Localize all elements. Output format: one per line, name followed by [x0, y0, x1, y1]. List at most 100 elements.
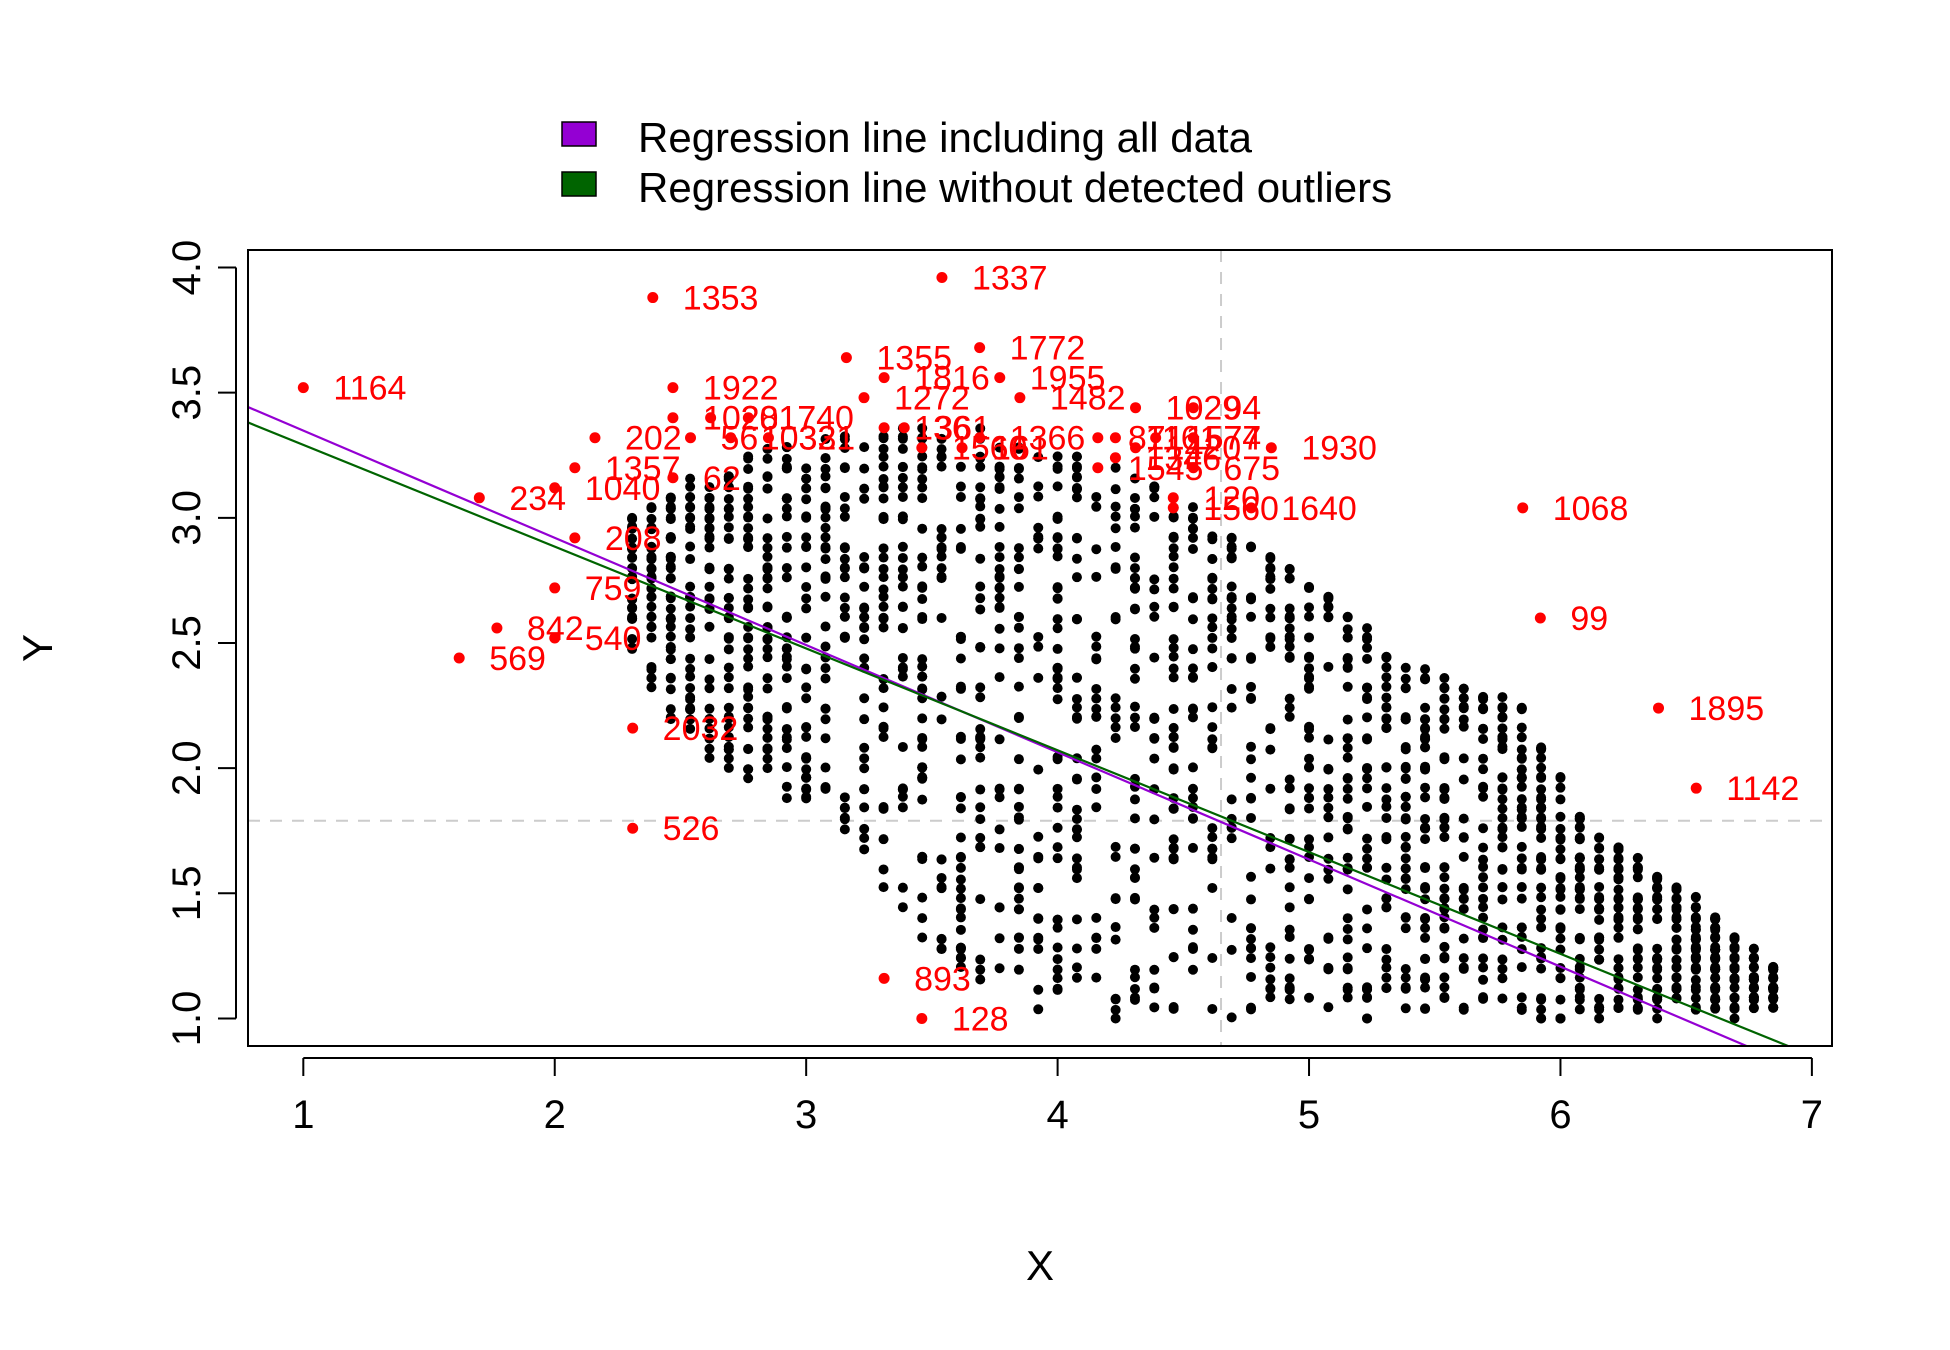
inlier-point [1284, 854, 1295, 865]
inlier-point [1516, 882, 1527, 893]
inlier-point [917, 552, 928, 563]
inlier-point [1323, 963, 1334, 974]
inlier-point [975, 954, 986, 965]
inlier-point [1033, 764, 1044, 775]
inlier-point [859, 693, 870, 704]
inlier-point [1033, 522, 1044, 533]
outlier-label: 321 [798, 420, 855, 458]
inlier-point [1284, 862, 1295, 873]
inlier-point [1246, 541, 1257, 552]
inlier-point [723, 481, 734, 492]
inlier-point [1555, 994, 1566, 1005]
inlier-point [1381, 902, 1392, 913]
inlier-point [878, 732, 889, 743]
inlier-point [1110, 612, 1121, 623]
inlier-point [1555, 772, 1566, 783]
inlier-point [1574, 861, 1585, 872]
inlier-point [1207, 531, 1218, 542]
inlier-point [1439, 714, 1450, 725]
inlier-point [1323, 812, 1334, 823]
inlier-point [1129, 522, 1140, 533]
inlier-point [723, 564, 734, 575]
inlier-point [878, 612, 889, 623]
inlier-point [859, 742, 870, 753]
inlier-point [1613, 922, 1624, 933]
inlier-point [1342, 793, 1353, 804]
inlier-point [1246, 942, 1257, 953]
inlier-point [1265, 942, 1276, 953]
inlier-point [1207, 1003, 1218, 1014]
inlier-point [975, 642, 986, 653]
inlier-point [1516, 772, 1527, 783]
inlier-point [1594, 1013, 1605, 1024]
inlier-point [1110, 934, 1121, 945]
inlier-point [665, 644, 676, 655]
inlier-point [878, 702, 889, 713]
inlier-point [1632, 972, 1643, 983]
outlier-label: 1772 [1010, 330, 1086, 368]
inlier-point [1265, 783, 1276, 794]
inlier-point [859, 442, 870, 453]
inlier-point [1207, 702, 1218, 713]
outlier-point [1653, 702, 1665, 714]
inlier-point [1748, 961, 1759, 972]
inlier-point [1420, 664, 1431, 675]
inlier-point [994, 792, 1005, 803]
inlier-point [1013, 643, 1024, 654]
outlier-label: 1895 [1689, 690, 1765, 728]
inlier-point [1613, 894, 1624, 905]
inlier-point [1284, 833, 1295, 844]
inlier-point [1516, 732, 1527, 743]
inlier-point [1613, 872, 1624, 883]
inlier-point [839, 611, 850, 622]
inlier-point [1168, 1003, 1179, 1014]
inlier-point [1071, 853, 1082, 864]
inlier-point [955, 924, 966, 935]
inlier-point [1052, 853, 1063, 864]
inlier-point [743, 451, 754, 462]
inlier-point [1149, 982, 1160, 993]
inlier-point [1323, 932, 1334, 943]
inlier-point [801, 483, 812, 494]
inlier-point [975, 482, 986, 493]
outlier-point [1150, 432, 1162, 444]
inlier-point [897, 802, 908, 813]
inlier-point [1246, 953, 1257, 964]
inlier-point [1129, 492, 1140, 503]
inlier-point [1420, 882, 1431, 893]
inlier-point [1052, 822, 1063, 833]
inlier-point [1129, 573, 1140, 584]
inlier-point [1091, 641, 1102, 652]
outlier-point [840, 352, 852, 364]
inlier-point [1129, 964, 1140, 975]
inlier-point [955, 912, 966, 923]
inlier-point [1246, 611, 1257, 622]
inlier-point [1574, 984, 1585, 995]
inlier-point [1013, 864, 1024, 875]
inlier-point [1594, 914, 1605, 925]
inlier-point [1652, 954, 1663, 965]
inlier-point [839, 491, 850, 502]
inlier-point [1362, 843, 1373, 854]
inlier-point [1536, 922, 1547, 933]
inlier-point [1439, 784, 1450, 795]
inlier-point [897, 443, 908, 454]
inlier-point [878, 563, 889, 574]
inlier-point [820, 572, 831, 583]
inlier-point [917, 614, 928, 625]
inlier-point [1052, 643, 1063, 654]
inlier-point [897, 491, 908, 502]
inlier-point [1400, 673, 1411, 684]
inlier-point [1613, 902, 1624, 913]
inlier-point [1400, 662, 1411, 673]
inlier-point [1033, 631, 1044, 642]
inlier-point [1149, 814, 1160, 825]
inlier-point [1168, 903, 1179, 914]
inlier-point [1071, 813, 1082, 824]
inlier-point [1362, 862, 1373, 873]
outlier-point [878, 422, 890, 434]
inlier-point [1632, 954, 1643, 965]
inlier-point [839, 511, 850, 522]
inlier-point [1478, 781, 1489, 792]
inlier-point [1458, 933, 1469, 944]
